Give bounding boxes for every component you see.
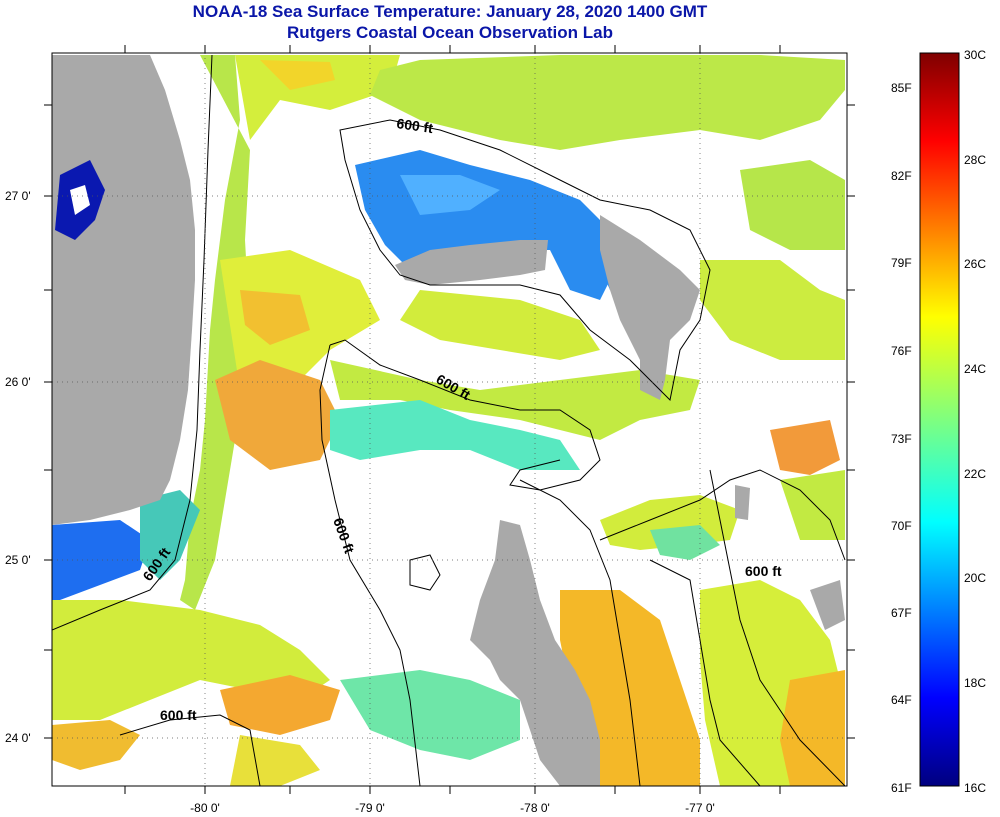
lon-label: -77 0' bbox=[685, 801, 715, 815]
contour-label: 600 ft bbox=[396, 115, 435, 136]
colorbar-c-label: 28C bbox=[964, 153, 986, 167]
sst-field bbox=[52, 55, 845, 786]
colorbar bbox=[919, 52, 960, 787]
axis-ticks bbox=[44, 45, 855, 794]
colorbar-c-label: 16C bbox=[964, 781, 986, 795]
lon-label: -80 0' bbox=[190, 801, 220, 815]
colorbar-f-label: 85F bbox=[891, 81, 912, 95]
colorbar-f-label: 70F bbox=[891, 519, 912, 533]
colorbar-f-label: 76F bbox=[891, 344, 912, 358]
map-subtitle: Rutgers Coastal Ocean Observation Lab bbox=[287, 23, 613, 42]
depth-contours bbox=[52, 54, 846, 786]
colorbar-c-label: 30C bbox=[964, 48, 986, 62]
colorbar-f-label: 73F bbox=[891, 432, 912, 446]
lat-label: 25 0' bbox=[5, 553, 31, 567]
colorbar-f-label: 61F bbox=[891, 781, 912, 795]
contour-label: 600 ft bbox=[160, 707, 197, 723]
colorbar-f-label: 82F bbox=[891, 169, 912, 183]
lat-label: 27 0' bbox=[5, 189, 31, 203]
colorbar-c-label: 18C bbox=[964, 676, 986, 690]
colorbar-f-label: 64F bbox=[891, 693, 912, 707]
graticule bbox=[52, 53, 847, 786]
colorbar-f-label: 79F bbox=[891, 256, 912, 270]
lon-label: -78 0' bbox=[520, 801, 550, 815]
colorbar-f-label: 67F bbox=[891, 606, 912, 620]
lat-label: 26 0' bbox=[5, 375, 31, 389]
lat-label: 24 0' bbox=[5, 731, 31, 745]
colorbar-c-label: 24C bbox=[964, 362, 986, 376]
colorbar-c-label: 20C bbox=[964, 571, 986, 585]
colorbar-c-label: 26C bbox=[964, 257, 986, 271]
colorbar-c-label: 22C bbox=[964, 467, 986, 481]
lon-label: -79 0' bbox=[355, 801, 385, 815]
map-title: NOAA-18 Sea Surface Temperature: January… bbox=[192, 2, 708, 21]
contour-label: 600 ft bbox=[745, 563, 782, 579]
